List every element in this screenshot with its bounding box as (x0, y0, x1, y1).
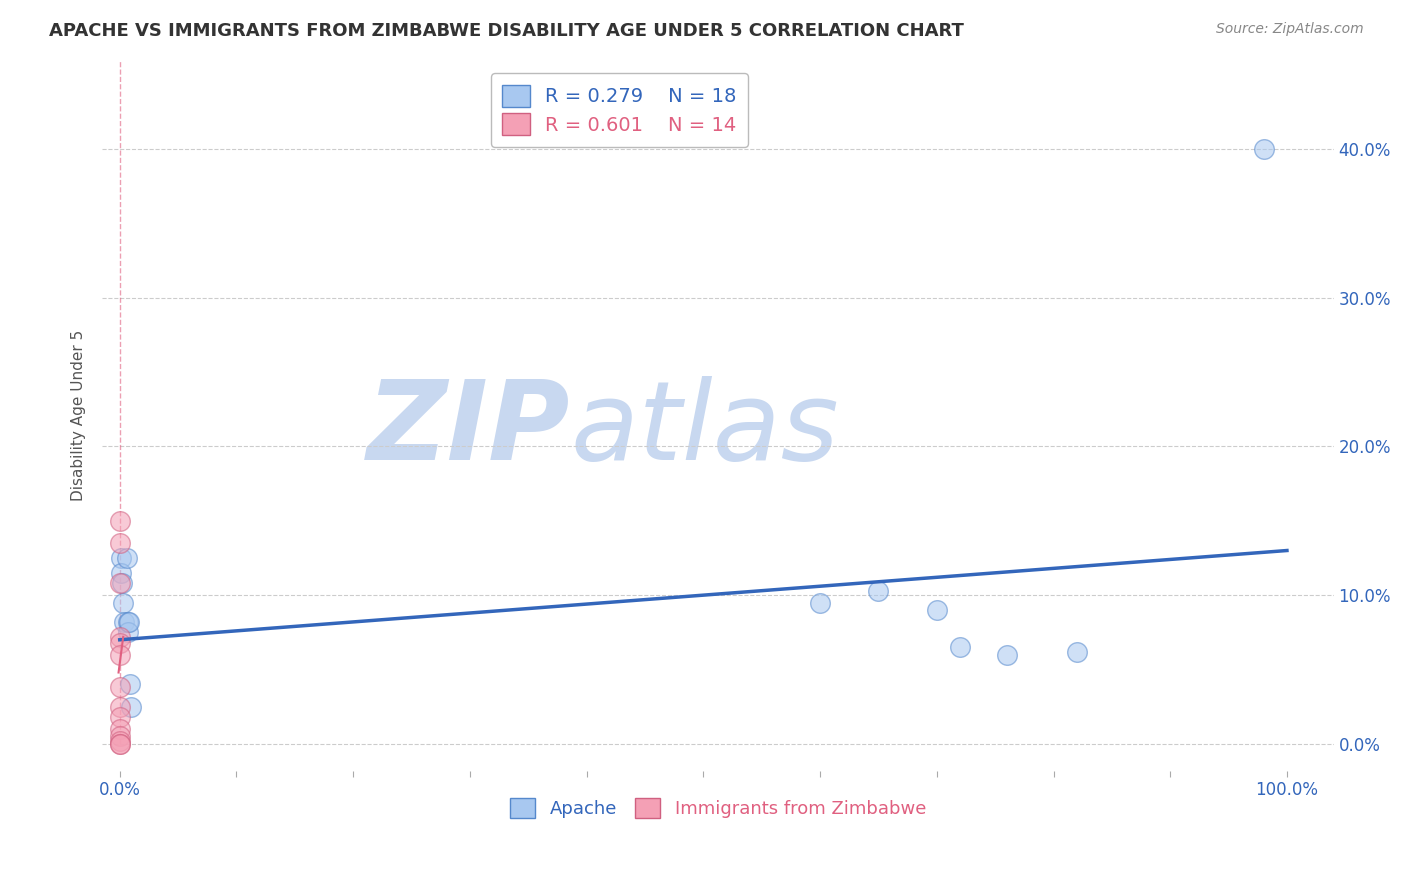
Point (110, 551, 132, 566)
Point (110, 636, 132, 650)
Text: Source: ZipAtlas.com: Source: ZipAtlas.com (1216, 22, 1364, 37)
Point (110, 681, 132, 695)
Point (110, 737, 132, 751)
Point (110, 734, 132, 748)
Point (995, 648, 1018, 662)
Text: ZIP: ZIP (367, 376, 571, 483)
Point (1066, 645, 1088, 659)
Point (118, 615, 141, 629)
Point (112, 596, 135, 610)
Point (117, 625, 139, 640)
Point (1253, 142, 1275, 156)
Point (949, 640, 972, 655)
Point (110, 737, 132, 751)
Point (108, 576, 131, 591)
Y-axis label: Disability Age Under 5: Disability Age Under 5 (72, 329, 86, 500)
Point (110, 648, 132, 662)
Point (108, 536, 131, 550)
Point (111, 576, 134, 591)
Point (110, 566, 132, 580)
Point (808, 596, 831, 610)
Legend: Apache, Immigrants from Zimbabwe: Apache, Immigrants from Zimbabwe (502, 790, 934, 826)
Point (117, 615, 139, 629)
Point (108, 514, 131, 528)
Text: APACHE VS IMMIGRANTS FROM ZIMBABWE DISABILITY AGE UNDER 5 CORRELATION CHART: APACHE VS IMMIGRANTS FROM ZIMBABWE DISAB… (49, 22, 965, 40)
Point (110, 710, 132, 724)
Point (108, 630, 131, 644)
Point (110, 722, 132, 736)
Point (120, 677, 142, 691)
Point (110, 699, 132, 714)
Point (925, 603, 948, 617)
Point (112, 615, 135, 629)
Text: atlas: atlas (571, 376, 839, 483)
Point (110, 730, 132, 744)
Point (120, 699, 142, 714)
Point (868, 583, 890, 598)
Point (115, 551, 138, 566)
